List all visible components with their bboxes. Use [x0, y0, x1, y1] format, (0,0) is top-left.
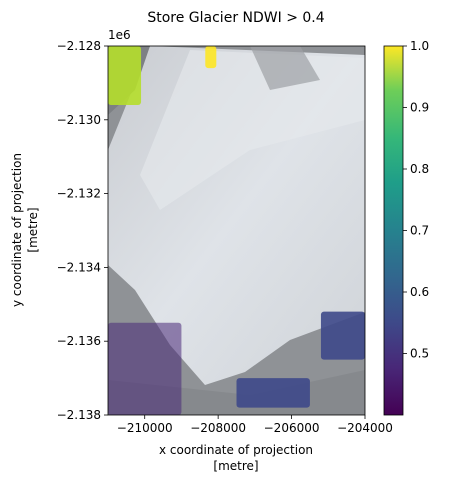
- ndwi-region: [205, 46, 217, 69]
- y-axis: −2.128 −2.130 −2.132 −2.134 −2.136 −2.138: [57, 39, 108, 422]
- y-axis-label-unit: [metre]: [26, 207, 40, 252]
- y-axis-label: y coordinate of projection: [10, 153, 24, 307]
- y-tick-label: −2.134: [57, 260, 101, 274]
- plot-frame: [107, 45, 366, 416]
- satellite-background: [108, 46, 365, 415]
- y-tick-label: −2.132: [57, 187, 101, 201]
- ndwi-region: [236, 378, 310, 408]
- ndwi-region: [320, 311, 365, 360]
- colorbar-tick-label: 0.9: [410, 101, 429, 115]
- colorbar-tick-label: 0.5: [410, 347, 429, 361]
- colorbar: [384, 46, 403, 415]
- colorbar-axis: 0.5 0.6 0.7 0.8 0.9 1.0: [403, 39, 429, 361]
- ndwi-region: [108, 46, 142, 106]
- x-tick-label: −208000: [190, 421, 246, 435]
- y-tick-label: −2.138: [57, 408, 101, 422]
- y-tick-label: −2.130: [57, 113, 101, 127]
- chart-title: Store Glacier NDWI > 0.4: [147, 10, 324, 26]
- ndwi-region: [108, 322, 182, 415]
- x-tick-label: −204000: [337, 421, 393, 435]
- y-offset-text: 1e6: [108, 28, 131, 42]
- x-axis-label: x coordinate of projection: [159, 443, 313, 457]
- colorbar-tick-label: 0.7: [410, 224, 429, 238]
- ndwi-overlay: [108, 46, 365, 415]
- x-tick-label: −210000: [117, 421, 173, 435]
- x-axis-label-unit: [metre]: [213, 459, 258, 473]
- colorbar-tick-label: 0.8: [410, 162, 429, 176]
- x-axis: −210000 −208000 −206000 −204000: [117, 415, 393, 435]
- x-tick-label: −206000: [264, 421, 320, 435]
- y-tick-label: −2.136: [57, 334, 101, 348]
- colorbar-tick-label: 0.6: [410, 285, 429, 299]
- y-tick-label: −2.128: [57, 39, 101, 53]
- colorbar-tick-label: 1.0: [410, 39, 429, 53]
